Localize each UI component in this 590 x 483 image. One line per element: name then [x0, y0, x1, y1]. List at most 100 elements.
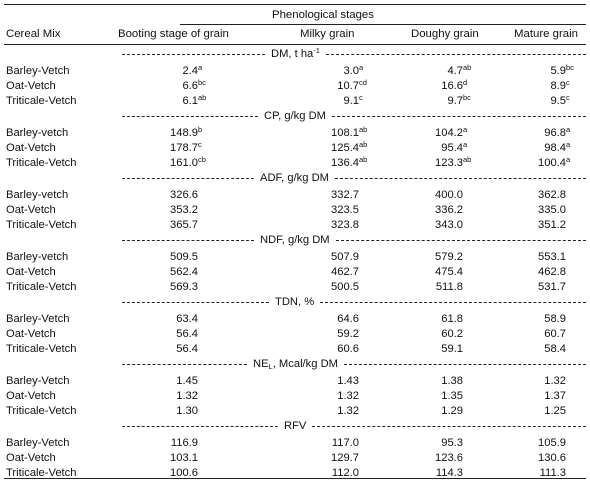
cell-value: 123.3 [435, 157, 463, 169]
cell-value: 8.9 [550, 80, 566, 92]
table-cell: 462.7 [331, 266, 359, 279]
cell-value: 130.6 [538, 452, 566, 464]
table-cell: 178.7c [170, 141, 202, 155]
table-top-rule [4, 4, 586, 5]
col-header-cereal-mix: Cereal Mix [6, 28, 61, 40]
table-cell: 1.45 [176, 375, 198, 388]
row-label: Oat-Vetch [6, 204, 56, 216]
cell-value: 60.2 [441, 328, 463, 340]
cell-value: 123.6 [435, 452, 463, 464]
row-label: Triticale-Vetch [6, 95, 77, 107]
row-label: Triticale-Vetch [6, 281, 77, 293]
dashed-rule-left [122, 54, 265, 55]
table-cell: 9.5c [550, 94, 569, 108]
table-cell: 511.8 [436, 281, 463, 294]
table-cell: 1.35 [441, 390, 463, 403]
section-title-row: RFV [0, 420, 590, 433]
table-cell: 1.43 [337, 375, 359, 388]
cell-value: 60.6 [337, 343, 359, 355]
significance-letter: a [463, 125, 468, 134]
significance-letter: ab [463, 63, 472, 72]
row-label: Barley-Vetch [6, 65, 70, 77]
section-title-text: NDF, g/kg DM [260, 234, 330, 246]
table-cell: 336.2 [435, 204, 463, 217]
cell-value: 9.7 [447, 95, 463, 107]
cell-value: 1.32 [337, 390, 359, 402]
table-cell: 343.0 [435, 219, 463, 232]
significance-letter: ab [359, 155, 368, 164]
table-cell: 59.2 [337, 328, 359, 341]
table-cell: 58.9 [544, 313, 566, 326]
significance-letter: d [463, 78, 468, 87]
table-cell: 64.6 [337, 313, 359, 326]
cell-value: 63.4 [176, 313, 198, 325]
cell-value: 1.35 [441, 390, 463, 402]
table-cell: 507.9 [331, 251, 359, 264]
significance-letter: bc [198, 78, 206, 87]
row-label: Oat-Vetch [6, 390, 56, 402]
section-title-subscript: L [268, 362, 273, 371]
table-cell: 60.6 [337, 343, 359, 356]
table-cell: 6.6bc [182, 78, 206, 93]
table-cell: 9.1c [343, 94, 362, 108]
cell-value: 1.25 [544, 405, 566, 417]
table-cell: 104.2a [435, 125, 468, 140]
row-label: Oat-Vetch [6, 80, 56, 92]
table-cell: 58.4 [544, 343, 566, 356]
section-title: NDF, g/kg DM [260, 234, 330, 247]
significance-letter: a [359, 63, 364, 72]
significance-letter: ab [198, 93, 207, 102]
cell-value: 1.32 [544, 375, 566, 387]
cell-value: 511.8 [435, 281, 463, 293]
cell-value: 60.7 [544, 328, 566, 340]
table-cell: 353.2 [170, 204, 198, 217]
table-cell: 2.4a [182, 64, 202, 78]
section-title-row: ADF, g/kg DM [0, 172, 590, 185]
group-header-phenological-stages: Phenological stages [272, 9, 374, 21]
cell-value: 462.7 [331, 266, 359, 278]
cell-value: 362.8 [538, 189, 566, 201]
table-cell: 100.6 [170, 467, 198, 480]
table-cell: 10.7cd [337, 79, 367, 93]
table-cell: 332.7 [331, 189, 359, 202]
table-cell: 117.0 [332, 437, 359, 450]
significance-letter: bc [566, 63, 574, 72]
col-header-milky: Milky grain [300, 28, 355, 40]
table-cell: 531.7 [538, 281, 566, 294]
col-header-booting: Booting stage of grain [118, 28, 229, 40]
row-label: Barley-vetch [6, 127, 69, 139]
cell-value: 117.0 [331, 437, 359, 449]
table-cell: 60.7 [544, 328, 566, 341]
table-cell: 123.3ab [435, 155, 472, 170]
cell-value: 507.9 [331, 251, 359, 263]
table-cell: 1.29 [441, 405, 463, 418]
table-cell: 114.3 [436, 467, 463, 480]
cell-value: 500.5 [331, 281, 359, 293]
section-title: ADF, g/kg DM [260, 172, 329, 185]
section-title: CP, g/kg DM [264, 110, 326, 123]
table-cell: 569.3 [170, 281, 198, 294]
table-cell: 579.2 [435, 251, 463, 264]
cell-value: 161.0 [170, 157, 198, 169]
significance-letter: a [566, 125, 571, 134]
cell-value: 562.4 [170, 266, 198, 278]
row-label: Barley-vetch [6, 251, 69, 263]
cell-value: 96.8 [544, 127, 566, 139]
table-cell: 148.9b [170, 125, 203, 140]
table-cell: 362.8 [538, 189, 566, 202]
cell-value: 10.7 [337, 80, 359, 92]
cell-value: 148.9 [170, 127, 198, 139]
significance-letter: b [198, 125, 203, 134]
table-cell: 1.38 [441, 375, 463, 388]
table-cell: 100.4a [538, 156, 570, 170]
cell-value: 531.7 [538, 281, 566, 293]
significance-letter: c [566, 78, 570, 87]
table-cell: 116.9 [171, 437, 198, 450]
table-cell: 56.4 [176, 328, 198, 341]
table-cell: 1.30 [176, 405, 198, 418]
significance-letter: ab [463, 155, 472, 164]
cell-value: 400.0 [435, 189, 463, 201]
section-title: NEL, Mcal/kg DM [253, 358, 338, 371]
table-cell: 1.37 [544, 390, 566, 403]
